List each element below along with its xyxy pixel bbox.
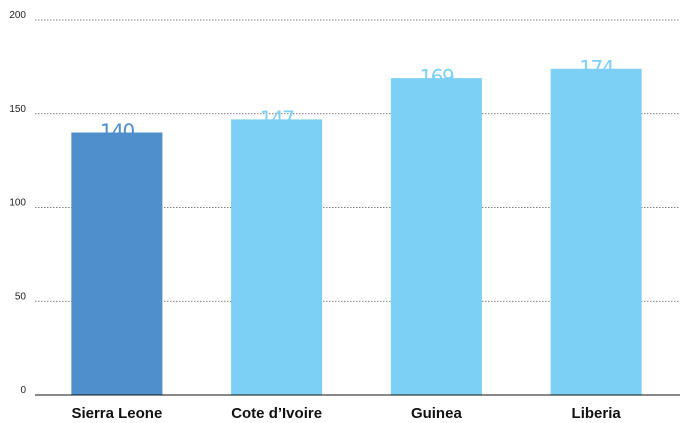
- x-tick-label: Cote d’Ivoire: [231, 405, 322, 422]
- x-tick-label: Sierra Leone: [71, 405, 162, 422]
- y-tick-label: 50: [15, 291, 27, 302]
- value-label: 147: [260, 106, 294, 130]
- value-label: 174: [579, 56, 613, 80]
- value-label: 140: [100, 120, 134, 144]
- y-tick-label: 0: [20, 385, 26, 396]
- y-tick-label: 150: [9, 104, 26, 115]
- y-tick-label: 200: [9, 10, 26, 21]
- x-tick-label: Liberia: [572, 405, 622, 422]
- value-label: 169: [420, 65, 454, 89]
- bar: [550, 68, 642, 395]
- y-tick-label: 100: [9, 198, 26, 209]
- x-tick-label: Guinea: [411, 405, 463, 422]
- bar: [71, 132, 163, 395]
- bar: [231, 119, 323, 395]
- bar: [390, 78, 482, 395]
